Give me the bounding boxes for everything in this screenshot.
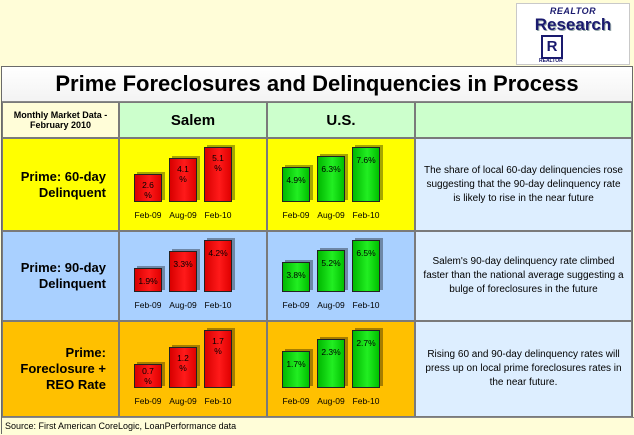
chart-salem-60day: 2.6 % Feb-09 4.1 % Aug-09 5.1 % Feb-10: [119, 138, 267, 231]
bar-aug-09: [169, 347, 197, 388]
data-label: 1.9%: [138, 276, 158, 287]
data-label: 6.5%: [356, 248, 376, 258]
bar-feb-10: [352, 240, 380, 292]
chart-us-90day: 3.8% Feb-09 5.2% Aug-09 6.5% Feb-10: [267, 231, 415, 321]
chart-us-60day: 4.9% Feb-09 6.3% Aug-09 7.6% Feb-10: [267, 138, 415, 231]
bar-feb-09: [134, 364, 162, 388]
data-label: 7.6%: [356, 155, 376, 165]
x-tick-label: Feb-09: [282, 396, 310, 406]
x-tick-label: Feb-09: [282, 210, 310, 220]
data-label: 5.2%: [321, 258, 341, 269]
note-foreclosure: Rising 60 and 90-day delinquency rates w…: [415, 321, 632, 417]
source-note: Source: First American CoreLogic, LoanPe…: [2, 417, 634, 434]
logo-line2: Research: [534, 15, 612, 34]
bar-feb-09: [282, 261, 310, 292]
x-tick-label: Aug-09: [169, 396, 197, 406]
header-salem: Salem: [119, 102, 267, 138]
bar-feb-10: [204, 330, 232, 388]
bar-feb-10: [204, 147, 232, 202]
x-tick-label: Aug-09: [317, 396, 345, 406]
bar-feb-09: [282, 166, 310, 202]
data-label: 2.6 %: [142, 179, 154, 200]
bar-aug-09: [317, 156, 345, 202]
x-tick-label: Feb-10: [352, 396, 380, 406]
logo-line1: REALTOR: [549, 6, 597, 16]
x-tick-label: Feb-10: [204, 300, 232, 310]
x-tick-label: Feb-09: [134, 396, 162, 406]
data-label: 1.7 %: [212, 336, 224, 356]
data-label: 4.9%: [286, 174, 306, 185]
data-label: 6.3%: [321, 164, 341, 175]
x-tick-label: Feb-10: [352, 300, 380, 310]
data-label: 2.3%: [321, 346, 341, 357]
x-tick-label: Aug-09: [317, 210, 345, 220]
row-label-foreclosure: Prime: Foreclosure + REO Rate: [2, 321, 119, 417]
data-label: 2.7%: [356, 338, 376, 348]
top-banner: REALTOR Research R REALTOR: [0, 0, 634, 66]
bar-aug-09: [169, 251, 197, 292]
x-tick-label: Feb-09: [134, 300, 162, 310]
bar-feb-10: [352, 330, 380, 388]
chart-salem-90day: 1.9% Feb-09 3.3% Aug-09 4.2% Feb-10: [119, 231, 267, 321]
data-label: 5.1 %: [212, 153, 224, 173]
header-note: [415, 102, 632, 138]
page-title: Prime Foreclosures and Delinquencies in …: [2, 67, 632, 102]
x-tick-label: Aug-09: [169, 210, 197, 220]
bar-feb-09: [282, 351, 310, 388]
note-60day: The share of local 60-day delinquencies …: [415, 138, 632, 231]
data-label: 4.2%: [208, 248, 228, 258]
x-tick-label: Feb-10: [204, 396, 232, 406]
data-label: 1.2 %: [177, 353, 189, 374]
x-tick-label: Feb-09: [134, 210, 162, 220]
realtor-r-icon: R: [541, 35, 563, 59]
x-tick-label: Aug-09: [317, 300, 345, 310]
data-label: 1.7%: [286, 359, 306, 370]
logo-line3: REALTOR: [539, 58, 563, 64]
x-tick-label: Aug-09: [169, 300, 197, 310]
note-90day: Salem's 90-day delinquency rate climbed …: [415, 231, 632, 321]
bar-feb-10: [352, 147, 380, 202]
row-label-90day: Prime: 90-day Delinquent: [2, 231, 119, 321]
bar-aug-09: [317, 338, 345, 388]
realtor-research-logo: REALTOR Research R REALTOR: [516, 3, 630, 65]
chart-us-foreclosure: 1.7% Feb-09 2.3% Aug-09 2.7% Feb-10: [267, 321, 415, 417]
header-us: U.S.: [267, 102, 415, 138]
data-label: 0.7 %: [142, 366, 154, 386]
header-left: Monthly Market Data - February 2010: [2, 102, 119, 138]
x-tick-label: Feb-09: [282, 300, 310, 310]
bar-feb-10: [204, 240, 232, 292]
data-label: 3.8%: [286, 269, 306, 280]
bar-aug-09: [317, 250, 345, 292]
row-label-60day: Prime: 60-day Delinquent: [2, 138, 119, 231]
x-tick-label: Feb-10: [352, 210, 380, 220]
bar-aug-09: [169, 157, 197, 202]
bar-feb-09: [134, 173, 162, 202]
chart-salem-foreclosure: 0.7 % Feb-09 1.2 % Aug-09 1.7 % Feb-10: [119, 321, 267, 417]
bar-feb-09: [134, 268, 162, 292]
x-tick-label: Feb-10: [204, 210, 232, 220]
data-label: 3.3%: [173, 259, 193, 270]
table-frame: Prime Foreclosures and Delinquencies in …: [1, 66, 634, 434]
data-label: 4.1 %: [177, 163, 189, 184]
